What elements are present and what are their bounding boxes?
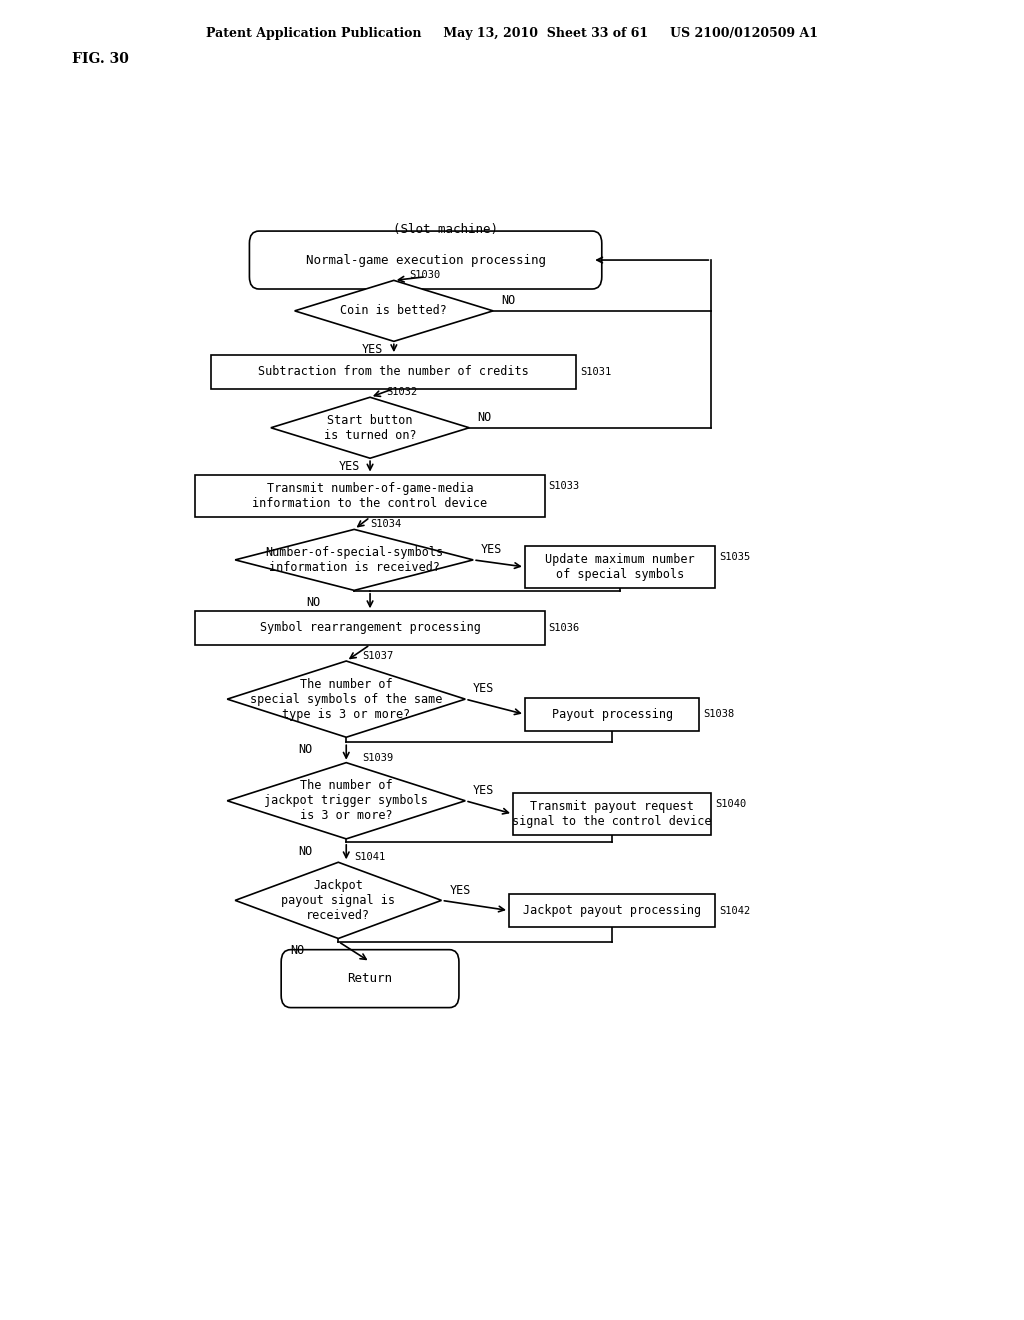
- Text: S1034: S1034: [370, 519, 401, 529]
- Text: S1040: S1040: [715, 799, 746, 809]
- Text: NO: NO: [306, 597, 321, 609]
- Text: FIG. 30: FIG. 30: [72, 53, 129, 66]
- Text: Patent Application Publication     May 13, 2010  Sheet 33 of 61     US 2100/0120: Patent Application Publication May 13, 2…: [206, 26, 818, 40]
- Text: Transmit number-of-game-media
information to the control device: Transmit number-of-game-media informatio…: [253, 482, 487, 510]
- Text: S1042: S1042: [719, 906, 751, 916]
- Text: S1030: S1030: [410, 271, 441, 280]
- Text: S1039: S1039: [362, 752, 393, 763]
- Polygon shape: [227, 763, 465, 840]
- Text: Subtraction from the number of credits: Subtraction from the number of credits: [258, 366, 529, 379]
- Bar: [211, 355, 577, 388]
- Polygon shape: [227, 661, 465, 738]
- Bar: [196, 611, 545, 644]
- Text: NO: NO: [299, 743, 313, 756]
- Text: YES: YES: [481, 544, 503, 556]
- Text: S1033: S1033: [549, 480, 580, 491]
- Text: Update maximum number
of special symbols: Update maximum number of special symbols: [545, 553, 695, 581]
- Text: The number of
jackpot trigger symbols
is 3 or more?: The number of jackpot trigger symbols is…: [264, 779, 428, 822]
- Text: S1031: S1031: [581, 367, 611, 376]
- Text: YES: YES: [338, 459, 359, 473]
- Text: S1035: S1035: [719, 552, 751, 562]
- FancyBboxPatch shape: [282, 949, 459, 1007]
- Polygon shape: [236, 529, 473, 590]
- Text: YES: YES: [362, 343, 383, 356]
- Text: YES: YES: [473, 784, 495, 797]
- Text: S1041: S1041: [354, 853, 385, 862]
- Text: YES: YES: [473, 682, 495, 696]
- Text: Return: Return: [347, 972, 392, 985]
- Bar: [524, 545, 715, 589]
- Polygon shape: [295, 280, 494, 342]
- Polygon shape: [270, 397, 469, 458]
- Text: Symbol rearrangement processing: Symbol rearrangement processing: [260, 622, 480, 635]
- Text: S1037: S1037: [362, 651, 393, 661]
- Text: S1032: S1032: [386, 387, 417, 397]
- Text: S1038: S1038: [703, 709, 734, 719]
- Text: NO: NO: [291, 944, 305, 957]
- Text: The number of
special symbols of the same
type is 3 or more?: The number of special symbols of the sam…: [250, 677, 442, 721]
- Bar: [524, 697, 699, 731]
- Text: Jackpot payout processing: Jackpot payout processing: [523, 904, 701, 917]
- Text: Jackpot
payout signal is
received?: Jackpot payout signal is received?: [282, 879, 395, 921]
- Bar: [509, 894, 715, 928]
- Bar: [513, 792, 712, 836]
- Text: Transmit payout request
signal to the control device: Transmit payout request signal to the co…: [512, 800, 712, 828]
- Text: NO: NO: [299, 845, 313, 858]
- Polygon shape: [236, 862, 441, 939]
- FancyBboxPatch shape: [250, 231, 602, 289]
- Text: NO: NO: [477, 411, 492, 424]
- Text: Payout processing: Payout processing: [552, 708, 673, 721]
- Text: Coin is betted?: Coin is betted?: [340, 305, 447, 317]
- Text: Number-of-special-symbols
information is received?: Number-of-special-symbols information is…: [265, 546, 443, 574]
- Text: (Slot machine): (Slot machine): [393, 223, 498, 236]
- Bar: [196, 474, 545, 517]
- Text: NO: NO: [501, 294, 515, 308]
- Text: YES: YES: [450, 883, 471, 896]
- Text: Start button
is turned on?: Start button is turned on?: [324, 413, 417, 442]
- Text: S1036: S1036: [549, 623, 580, 634]
- Text: Normal-game execution processing: Normal-game execution processing: [305, 253, 546, 267]
